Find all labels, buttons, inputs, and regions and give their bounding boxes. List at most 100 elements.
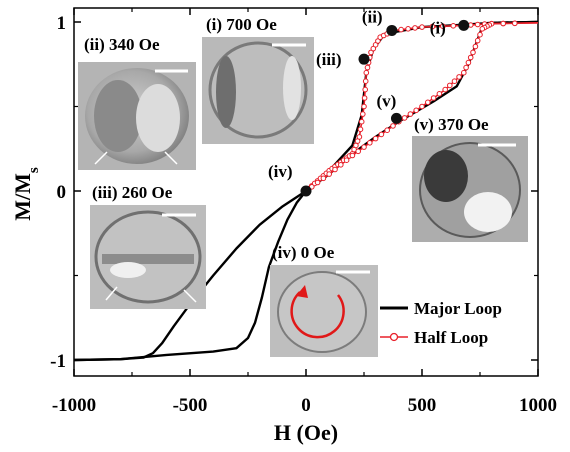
half-loop-marker — [467, 54, 474, 61]
half-loop-marker — [412, 25, 418, 31]
inset-vortex-arrow-iv — [290, 291, 345, 339]
half-loop-marker — [390, 123, 396, 129]
inset-domain-dark-v — [424, 150, 468, 202]
marked-point — [386, 24, 398, 36]
half-loop-marker — [314, 179, 321, 186]
half-loop-marker — [425, 99, 431, 106]
legend-item-half-loop: Half Loop — [380, 328, 488, 347]
marked-point — [358, 53, 370, 65]
x-axis-title: H (Oe) — [274, 420, 338, 445]
half-loop-marker — [361, 103, 367, 110]
marked-point-label: (i) — [430, 18, 446, 37]
x-tick-label: 1000 — [519, 395, 557, 416]
legend-label-major-loop: Major Loop — [414, 299, 502, 318]
half-loop-marker — [401, 115, 408, 121]
y-axis-title-sub: s — [26, 167, 42, 173]
half-loop-marker — [338, 162, 344, 168]
half-loop-marker — [332, 166, 338, 173]
inset-label-iv: (iv) 0 Oe — [272, 243, 335, 262]
marked-point-label: (iii) — [316, 50, 342, 69]
inset-domain-dark-ii — [94, 80, 142, 152]
inset-arrow-iii-left — [105, 286, 118, 301]
inset-ii: (ii) 340 Oe — [78, 35, 196, 170]
half-loop-marker — [398, 26, 404, 33]
half-loop-marker — [361, 95, 368, 101]
marked-points — [300, 19, 470, 197]
half-loop-marker — [362, 78, 369, 84]
half-loop-marker — [361, 144, 367, 150]
legend: Major Loop Half Loop — [380, 299, 502, 347]
half-loop-marker — [440, 23, 446, 30]
marked-point — [390, 112, 402, 124]
inset-vortex-arrowhead-iv — [296, 285, 308, 298]
marked-point-label: (iv) — [268, 162, 293, 181]
y-tick-label: 1 — [57, 13, 67, 34]
series-line-major-loop-branch-2 — [73, 20, 539, 362]
half-loop-marker — [472, 43, 479, 50]
half-loop-marker — [360, 111, 366, 117]
half-loop-marker — [320, 175, 327, 182]
half-loop-marker — [372, 135, 379, 142]
inset-label-i: (i) 700 Oe — [206, 15, 277, 34]
inset-domain-light-v — [464, 192, 512, 232]
series-line-major-loop-branch-1 — [73, 20, 539, 362]
inset-i: (i) 700 Oe — [202, 15, 314, 144]
half-loop-marker — [470, 49, 476, 56]
y-axis-title-main: M/M — [10, 173, 35, 221]
half-loop-marker — [512, 20, 518, 27]
half-loop-marker — [474, 37, 481, 44]
half-loop-marker — [430, 95, 437, 101]
half-loop-marker — [463, 64, 469, 71]
series-layer — [73, 20, 539, 362]
axis-tick-labels: -1000 -500 0 500 1000 1 0 -1 — [50, 13, 557, 416]
inset-label-ii: (ii) 340 Oe — [84, 35, 160, 54]
half-loop-marker — [356, 134, 363, 140]
marked-point — [300, 185, 312, 197]
half-loop-marker — [405, 26, 411, 32]
marked-point-label: (ii) — [362, 7, 383, 26]
half-loop-marker — [355, 148, 362, 155]
legend-label-half-loop: Half Loop — [414, 328, 488, 347]
half-loop-marker — [357, 126, 364, 133]
half-loop-marker — [479, 26, 486, 32]
inset-domain-light-ii — [136, 84, 180, 152]
inset-iv: (iv) 0 Oe — [270, 243, 378, 357]
half-loop-marker — [447, 82, 453, 89]
half-loop-marker — [378, 131, 385, 138]
half-loop-marker — [384, 127, 391, 133]
half-loop-marker — [456, 74, 462, 80]
inset-label-v: (v) 370 Oe — [414, 115, 489, 134]
x-tick-label: 500 — [408, 395, 437, 416]
x-tick-label: 0 — [301, 395, 311, 416]
inset-domain-wall-iii — [102, 254, 194, 264]
x-tick-label: -500 — [173, 395, 208, 416]
inset-arrow-ii-left — [94, 151, 108, 165]
half-loop-marker — [429, 23, 436, 30]
half-loop-marker — [465, 59, 472, 66]
half-loop-marker — [407, 111, 414, 117]
half-loop-marker — [450, 23, 457, 29]
half-loop-marker — [413, 107, 420, 114]
half-loop-marker — [500, 20, 507, 27]
half-loop-marker — [436, 91, 443, 97]
x-tick-label: -1000 — [52, 395, 96, 416]
inset-domain-dark-i — [216, 56, 236, 128]
half-loop-marker — [364, 64, 371, 71]
half-loop-marker — [451, 78, 458, 84]
legend-item-major-loop: Major Loop — [380, 299, 502, 318]
half-loop-marker — [442, 86, 449, 93]
half-loop-marker — [477, 31, 483, 38]
axis-ticks — [73, 8, 539, 376]
inset-v: (v) 370 Oe — [412, 115, 528, 242]
half-loop-marker — [358, 118, 365, 125]
inset-arrow-iii-right — [183, 289, 197, 303]
y-axis-title: M/Ms — [10, 167, 42, 221]
point-labels: (i) (ii) (iii) (iv) (v) — [268, 7, 446, 181]
marked-point-label: (v) — [376, 91, 396, 110]
y-tick-label: -1 — [50, 351, 66, 372]
half-loop-marker — [419, 24, 425, 30]
y-tick-label: 0 — [57, 182, 67, 203]
inset-label-iii: (iii) 260 Oe — [92, 183, 173, 202]
half-loop-marker — [474, 21, 481, 28]
half-loop-marker — [349, 152, 356, 159]
